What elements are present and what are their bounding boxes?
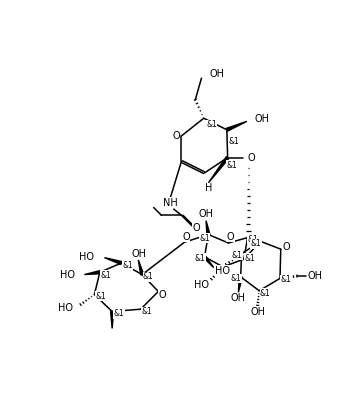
- Polygon shape: [208, 156, 229, 183]
- Text: &1: &1: [141, 307, 152, 316]
- Text: &1: &1: [143, 273, 154, 281]
- Polygon shape: [238, 276, 242, 292]
- Text: HO: HO: [79, 252, 94, 262]
- Text: &1: &1: [206, 120, 217, 129]
- Text: OH: OH: [308, 271, 323, 281]
- Text: &1: &1: [227, 161, 238, 170]
- Text: O: O: [227, 232, 235, 242]
- Text: OH: OH: [250, 307, 265, 316]
- Text: O: O: [158, 290, 166, 300]
- Text: &1: &1: [218, 266, 228, 275]
- Text: &1: &1: [199, 234, 210, 243]
- Text: H: H: [205, 183, 212, 193]
- Text: &1: &1: [114, 309, 125, 318]
- Text: HO: HO: [194, 280, 209, 290]
- Text: &1: &1: [95, 292, 106, 301]
- Polygon shape: [104, 258, 122, 265]
- Polygon shape: [204, 256, 214, 268]
- Text: H: H: [215, 266, 222, 276]
- Text: O: O: [172, 131, 180, 141]
- Polygon shape: [226, 121, 247, 131]
- Text: &1: &1: [228, 137, 239, 146]
- Text: NH: NH: [163, 198, 178, 208]
- Polygon shape: [138, 260, 144, 275]
- Text: HO: HO: [215, 266, 230, 276]
- Polygon shape: [85, 271, 100, 275]
- Text: OH: OH: [255, 114, 270, 124]
- Text: &1: &1: [251, 239, 261, 248]
- Text: &1: &1: [281, 275, 292, 284]
- Text: &1: &1: [231, 274, 242, 283]
- Text: HO: HO: [60, 269, 75, 280]
- Text: &1: &1: [245, 254, 255, 263]
- Polygon shape: [111, 312, 114, 329]
- Text: O: O: [282, 242, 290, 252]
- Text: O: O: [248, 152, 255, 162]
- Text: &1: &1: [260, 288, 271, 297]
- Text: &1: &1: [122, 261, 133, 270]
- Text: OH: OH: [132, 249, 147, 259]
- Text: OH: OH: [231, 293, 246, 303]
- Text: &1: &1: [231, 251, 242, 260]
- Text: &1: &1: [248, 235, 259, 244]
- Text: OH: OH: [199, 209, 214, 220]
- Polygon shape: [206, 221, 210, 235]
- Text: &1: &1: [101, 271, 111, 280]
- Text: OH: OH: [209, 70, 224, 79]
- Text: &1: &1: [195, 254, 205, 263]
- Text: HO: HO: [58, 303, 73, 313]
- Text: O: O: [192, 223, 200, 233]
- Text: O: O: [182, 232, 190, 242]
